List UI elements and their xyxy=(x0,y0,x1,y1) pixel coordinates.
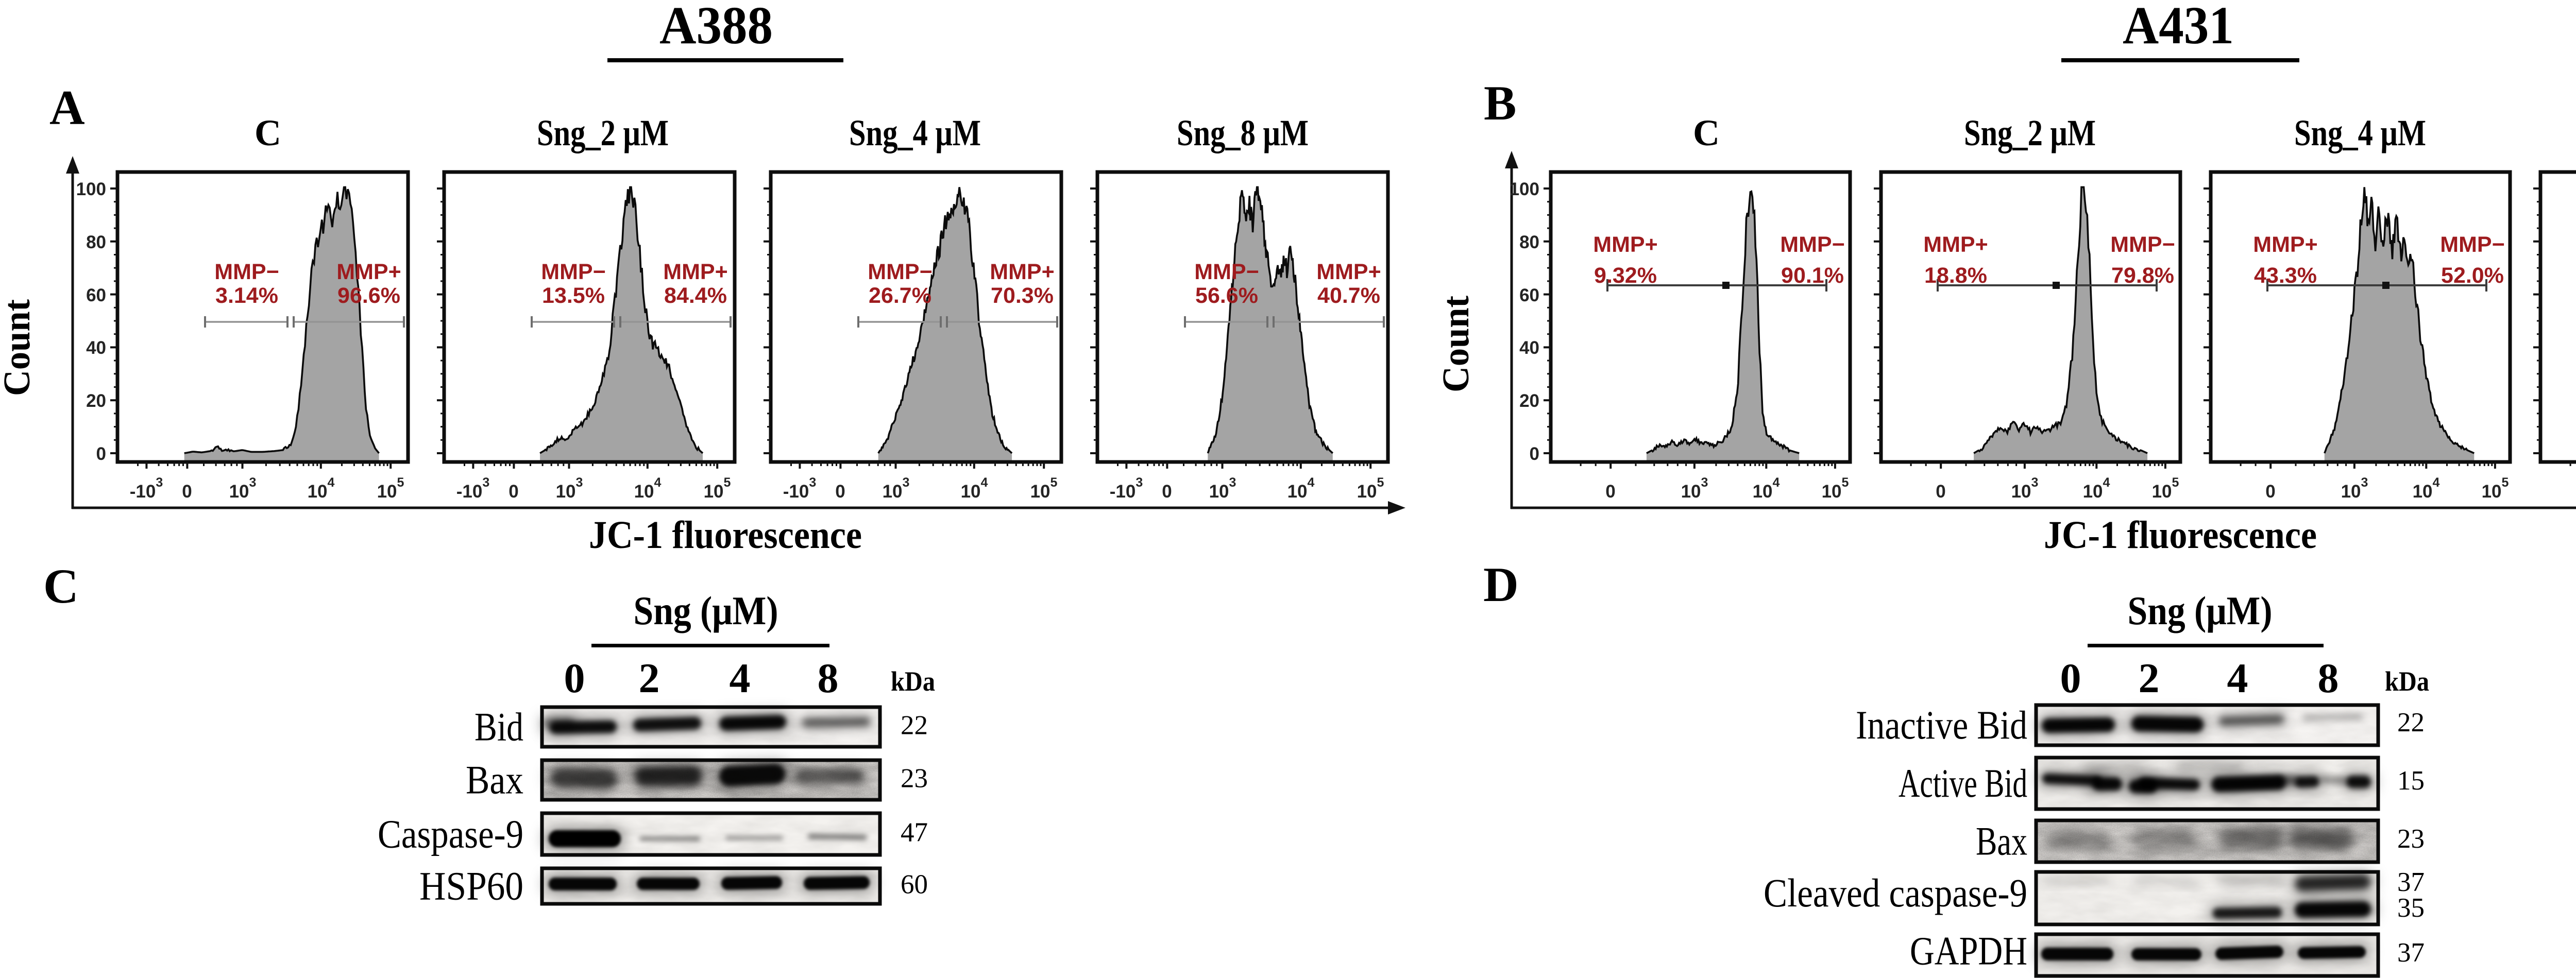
svg-text:9.32%: 9.32% xyxy=(1594,263,1657,288)
svg-text:56.6%: 56.6% xyxy=(1195,283,1258,308)
svg-text:Bax: Bax xyxy=(466,758,523,802)
svg-text:Cleaved caspase-9: Cleaved caspase-9 xyxy=(1764,870,2027,915)
svg-text:C: C xyxy=(1693,112,1720,153)
svg-text:2: 2 xyxy=(2139,655,2160,701)
svg-text:A431: A431 xyxy=(2123,0,2234,55)
svg-text:0: 0 xyxy=(835,482,845,502)
svg-text:100: 100 xyxy=(76,179,106,199)
svg-text:0: 0 xyxy=(564,655,585,701)
svg-text:MMP+: MMP+ xyxy=(336,260,401,284)
svg-text:0: 0 xyxy=(1605,482,1615,502)
svg-text:Inactive Bid: Inactive Bid xyxy=(1856,702,2027,747)
svg-text:15: 15 xyxy=(2397,766,2425,796)
svg-text:A: A xyxy=(49,80,85,135)
svg-text:MMP−: MMP− xyxy=(868,260,932,284)
svg-text:MMP−: MMP− xyxy=(214,260,279,284)
svg-text:35: 35 xyxy=(2397,893,2425,923)
svg-text:2: 2 xyxy=(639,655,660,701)
svg-text:MMP−: MMP− xyxy=(541,260,605,284)
svg-text:18.8%: 18.8% xyxy=(1924,263,1987,288)
svg-text:Count: Count xyxy=(1435,296,1477,392)
svg-text:Bid: Bid xyxy=(474,705,523,749)
svg-text:8: 8 xyxy=(818,655,839,701)
svg-text:Active Bid: Active Bid xyxy=(1899,761,2027,805)
svg-text:96.6%: 96.6% xyxy=(337,283,400,308)
svg-text:84.4%: 84.4% xyxy=(664,283,727,308)
svg-text:0: 0 xyxy=(1162,482,1172,502)
svg-text:23: 23 xyxy=(901,764,928,794)
svg-text:40: 40 xyxy=(86,338,106,358)
svg-text:60: 60 xyxy=(86,285,106,305)
svg-text:20: 20 xyxy=(1519,391,1539,411)
svg-text:Count: Count xyxy=(0,299,38,396)
svg-text:Sng (μM): Sng (μM) xyxy=(634,588,778,633)
svg-text:40.7%: 40.7% xyxy=(1317,283,1380,308)
svg-text:Sng_8 μM: Sng_8 μM xyxy=(1177,112,1309,153)
svg-text:MMP+: MMP+ xyxy=(1316,260,1381,284)
svg-text:B: B xyxy=(1484,76,1516,130)
svg-text:Sng_2 μM: Sng_2 μM xyxy=(1964,112,2096,153)
svg-text:MMP−: MMP− xyxy=(1194,260,1259,284)
svg-text:90.1%: 90.1% xyxy=(1781,263,1844,288)
svg-text:GAPDH: GAPDH xyxy=(1910,929,2027,973)
svg-text:A388: A388 xyxy=(659,0,773,55)
svg-text:23: 23 xyxy=(2397,824,2425,854)
svg-text:MMP+: MMP+ xyxy=(663,260,727,284)
svg-text:MMP−: MMP− xyxy=(1780,232,1844,257)
svg-text:kDa: kDa xyxy=(891,666,935,697)
svg-text:MMP−: MMP− xyxy=(2440,232,2504,257)
svg-text:37: 37 xyxy=(2397,867,2425,897)
svg-text:22: 22 xyxy=(901,711,928,741)
svg-text:52.0%: 52.0% xyxy=(2441,263,2504,288)
svg-text:D: D xyxy=(1483,557,1519,612)
svg-text:kDa: kDa xyxy=(2385,666,2429,697)
svg-text:60: 60 xyxy=(1519,285,1539,305)
svg-text:0: 0 xyxy=(96,444,106,464)
svg-text:3.14%: 3.14% xyxy=(215,283,278,308)
svg-text:Sng (μM): Sng (μM) xyxy=(2128,588,2273,633)
svg-text:HSP60: HSP60 xyxy=(419,864,523,908)
svg-text:C: C xyxy=(43,559,79,613)
svg-text:MMP+: MMP+ xyxy=(1593,232,1657,257)
svg-text:100: 100 xyxy=(1510,179,1539,199)
svg-text:Bax: Bax xyxy=(1976,819,2027,864)
svg-text:0: 0 xyxy=(1530,444,1539,464)
svg-text:4: 4 xyxy=(730,655,751,701)
svg-text:8: 8 xyxy=(2318,655,2339,701)
svg-text:MMP+: MMP+ xyxy=(990,260,1054,284)
svg-text:MMP−: MMP− xyxy=(2110,232,2175,257)
svg-text:JC-1 fluorescence: JC-1 fluorescence xyxy=(2044,513,2317,557)
svg-text:Sng_4 μM: Sng_4 μM xyxy=(849,112,981,153)
svg-text:79.8%: 79.8% xyxy=(2111,263,2174,288)
svg-text:0: 0 xyxy=(509,482,518,502)
svg-text:MMP+: MMP+ xyxy=(1923,232,1988,257)
svg-text:0: 0 xyxy=(182,482,192,502)
svg-text:80: 80 xyxy=(1519,232,1539,252)
svg-text:26.7%: 26.7% xyxy=(869,283,931,308)
svg-text:80: 80 xyxy=(86,232,106,252)
svg-text:JC-1 fluorescence: JC-1 fluorescence xyxy=(589,513,862,557)
svg-text:70.3%: 70.3% xyxy=(991,283,1054,308)
svg-text:MMP+: MMP+ xyxy=(2253,232,2317,257)
svg-text:4: 4 xyxy=(2227,655,2248,701)
svg-text:C: C xyxy=(255,112,281,153)
svg-text:Caspase-9: Caspase-9 xyxy=(378,812,523,856)
svg-text:43.3%: 43.3% xyxy=(2254,263,2317,288)
svg-text:13.5%: 13.5% xyxy=(542,283,605,308)
svg-text:20: 20 xyxy=(86,391,106,411)
svg-text:40: 40 xyxy=(1519,338,1539,358)
svg-text:37: 37 xyxy=(2397,938,2425,968)
svg-text:0: 0 xyxy=(1936,482,1945,502)
svg-text:Sng_2 μM: Sng_2 μM xyxy=(537,112,669,153)
svg-text:Sng_4 μM: Sng_4 μM xyxy=(2294,112,2426,153)
svg-text:0: 0 xyxy=(2265,482,2275,502)
svg-text:0: 0 xyxy=(2060,655,2081,701)
svg-text:47: 47 xyxy=(901,818,928,848)
svg-text:60: 60 xyxy=(901,870,928,900)
svg-text:22: 22 xyxy=(2397,708,2425,737)
